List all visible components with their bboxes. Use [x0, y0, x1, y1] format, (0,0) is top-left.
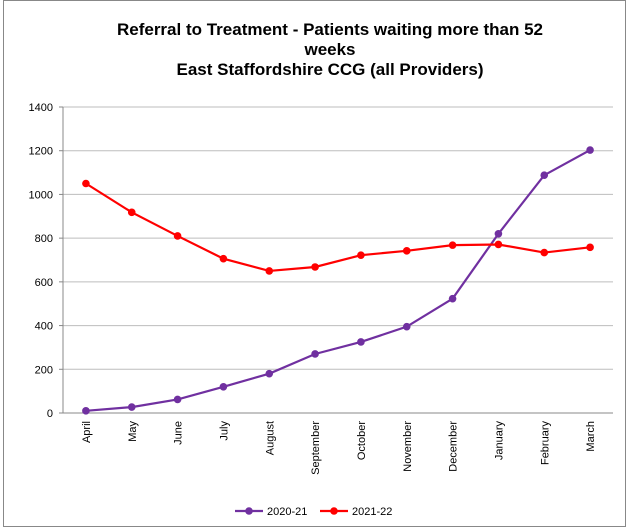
chart-title: Referral to Treatment - Patients waiting… — [116, 20, 544, 59]
data-point — [82, 179, 90, 188]
data-point — [265, 267, 274, 275]
series-line — [85, 149, 591, 412]
data-point — [82, 407, 90, 415]
data-point — [586, 243, 594, 252]
data-point — [265, 369, 274, 378]
data-point — [494, 229, 503, 238]
data-point — [173, 232, 182, 240]
x-tick-label: July — [218, 421, 230, 441]
data-point — [448, 241, 457, 249]
data-point — [219, 254, 228, 263]
chart-title-block: Referral to Treatment - Patients waiting… — [100, 20, 560, 80]
data-point — [540, 248, 549, 257]
x-tick-label: April — [81, 421, 93, 443]
x-tick-label: November — [402, 421, 414, 472]
x-tick-label: March — [585, 421, 597, 452]
y-tick-label: 400 — [35, 321, 53, 333]
y-tick-label: 1000 — [29, 189, 53, 201]
x-tick-label: May — [127, 421, 139, 442]
data-point — [448, 294, 457, 303]
chart-subtitle: East Staffordshire CCG (all Providers) — [176, 60, 484, 79]
y-tick-label: 800 — [35, 233, 53, 245]
data-point — [402, 247, 411, 255]
legend-label: 2020-21 — [267, 506, 307, 518]
x-tick-label: June — [173, 421, 185, 445]
data-point — [127, 208, 136, 217]
legend-label: 2021-22 — [352, 506, 392, 518]
data-point — [494, 240, 503, 249]
y-tick-label: 1400 — [29, 102, 53, 114]
data-point — [219, 382, 228, 391]
y-tick-label: 1200 — [29, 146, 53, 158]
x-tick-label: December — [448, 421, 460, 472]
chart-frame — [3, 0, 626, 527]
data-point — [402, 322, 411, 331]
data-point — [586, 146, 594, 154]
legend-marker — [330, 507, 338, 515]
x-tick-label: February — [539, 421, 551, 466]
y-tick-label: 200 — [35, 364, 53, 376]
x-tick-label: January — [493, 421, 505, 461]
data-point — [311, 350, 319, 358]
y-tick-label: 600 — [35, 277, 53, 289]
data-point — [311, 263, 319, 271]
legend-marker — [245, 507, 253, 515]
data-point — [127, 403, 136, 411]
data-point — [357, 338, 365, 346]
data-point — [357, 251, 365, 259]
data-point — [173, 395, 182, 404]
series-line — [85, 182, 591, 273]
data-point — [540, 171, 549, 179]
y-tick-label: 0 — [47, 408, 53, 420]
x-tick-label: October — [356, 421, 368, 460]
x-tick-label: September — [310, 421, 322, 475]
x-tick-label: August — [264, 421, 276, 455]
